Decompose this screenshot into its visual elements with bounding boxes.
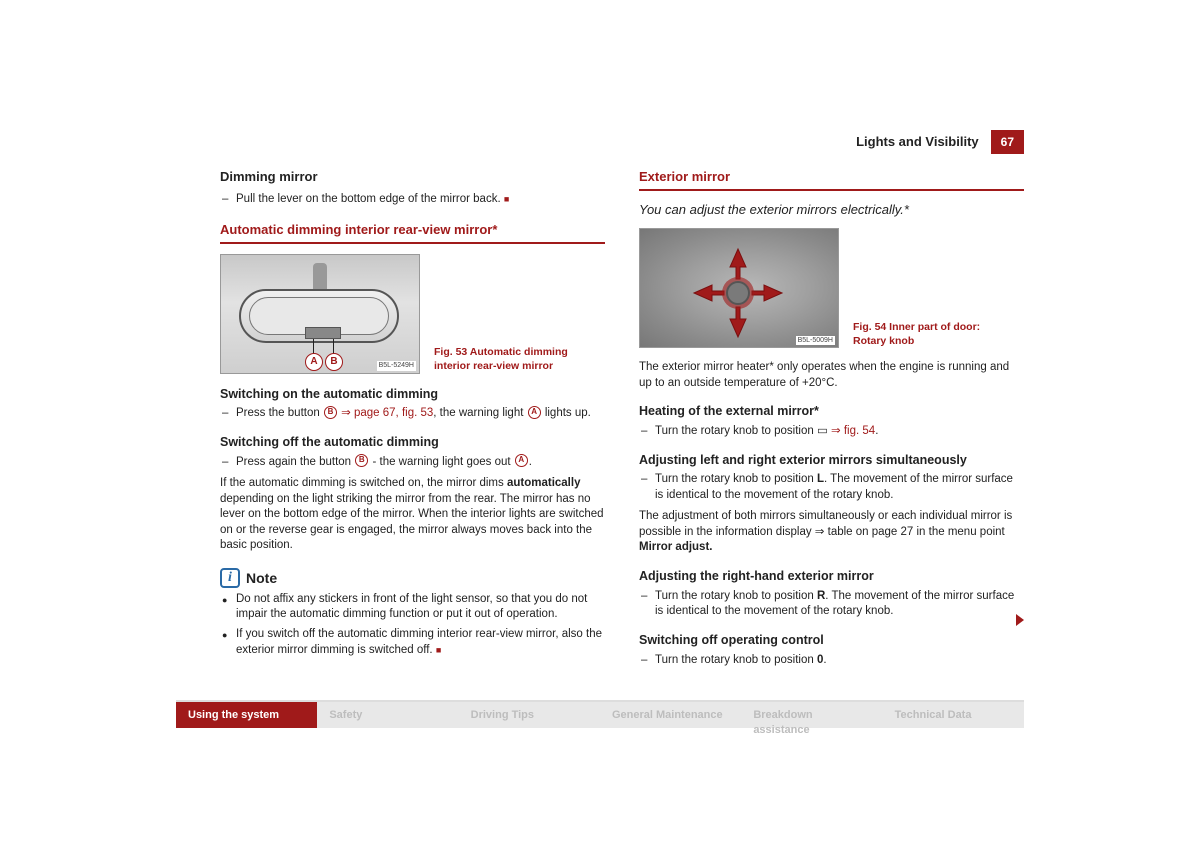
both-paragraph: The adjustment of both mirrors simultane… bbox=[639, 509, 1024, 556]
off-item: Turn the rotary knob to position 0. bbox=[639, 653, 1024, 669]
heating-list: Turn the rotary knob to position ▭ ⇒ fig… bbox=[639, 424, 1024, 440]
fig53-row: A B B5L-5249H Fig. 53 Automatic dimming … bbox=[220, 254, 605, 374]
fig54-illustration: B5L-5009H bbox=[639, 228, 839, 348]
note-header: i Note bbox=[220, 568, 605, 588]
tab-general-maintenance[interactable]: General Maintenance bbox=[600, 700, 741, 728]
switch-on-heading: Switching on the automatic dimming bbox=[220, 386, 605, 403]
switch-off-item: Press again the button B - the warning l… bbox=[220, 455, 605, 471]
note-list: Do not affix any stickers in front of th… bbox=[220, 592, 605, 658]
heating-heading: Heating of the external mirror* bbox=[639, 403, 1024, 420]
continue-indicator bbox=[1016, 614, 1024, 626]
rotary-knob bbox=[726, 281, 750, 305]
note-item-2: If you switch off the automatic dimming … bbox=[220, 627, 605, 658]
section-end-icon: ■ bbox=[504, 193, 509, 203]
tab-technical-data[interactable]: Technical Data bbox=[883, 700, 1024, 728]
both-item: Turn the rotary knob to position L. The … bbox=[639, 472, 1024, 503]
both-mirrors-heading: Adjusting left and right exterior mirror… bbox=[639, 452, 1024, 469]
tab-driving-tips[interactable]: Driving Tips bbox=[459, 700, 600, 728]
fig54-row: B5L-5009H Fig. 54 Inner part of door: Ro… bbox=[639, 228, 1024, 348]
ref-b-icon: B bbox=[324, 406, 337, 419]
right-column: Exterior mirror You can adjust the exter… bbox=[639, 168, 1024, 672]
right-mirror-heading: Adjusting the right-hand exterior mirror bbox=[639, 568, 1024, 585]
right-item: Turn the rotary knob to position R. The … bbox=[639, 589, 1024, 620]
left-column: Dimming mirror Pull the lever on the bot… bbox=[220, 168, 605, 672]
page-ref-link[interactable]: ⇒ page 67, fig. 53 bbox=[338, 407, 433, 419]
heat-icon: ▭ bbox=[817, 425, 828, 437]
ref-b-icon: B bbox=[355, 454, 368, 467]
auto-dimming-heading: Automatic dimming interior rear-view mir… bbox=[220, 221, 605, 244]
switch-off-heading: Switching off the automatic dimming bbox=[220, 434, 605, 451]
dimming-list: Pull the lever on the bottom edge of the… bbox=[220, 192, 605, 208]
tab-using-system[interactable]: Using the system bbox=[176, 700, 317, 728]
heater-paragraph: The exterior mirror heater* only operate… bbox=[639, 360, 1024, 391]
dimming-mirror-heading: Dimming mirror bbox=[220, 168, 605, 186]
fig53-caption: Fig. 53 Automatic dimming interior rear-… bbox=[434, 345, 594, 373]
tab-breakdown-assistance[interactable]: Breakdown assistance bbox=[741, 700, 882, 728]
section-title: Lights and Visibility bbox=[856, 133, 979, 151]
switch-on-item: Press the button B ⇒ page 67, fig. 53, t… bbox=[220, 406, 605, 422]
triangle-right-icon bbox=[1016, 614, 1024, 626]
page-header: Lights and Visibility 67 bbox=[856, 130, 1024, 154]
ref-a-icon: A bbox=[515, 454, 528, 467]
right-list: Turn the rotary knob to position R. The … bbox=[639, 589, 1024, 620]
switch-on-list: Press the button B ⇒ page 67, fig. 53, t… bbox=[220, 406, 605, 422]
callout-a: A bbox=[305, 353, 323, 371]
note-item-1: Do not affix any stickers in front of th… bbox=[220, 592, 605, 623]
fig53-illustration: A B B5L-5249H bbox=[220, 254, 420, 374]
exterior-subtitle: You can adjust the exterior mirrors elec… bbox=[639, 201, 1024, 219]
switch-off-list: Press again the button B - the warning l… bbox=[220, 455, 605, 471]
switch-off-control-heading: Switching off operating control bbox=[639, 632, 1024, 649]
heating-item: Turn the rotary knob to position ▭ ⇒ fig… bbox=[639, 424, 1024, 440]
footer-tabs: Using the system Safety Driving Tips Gen… bbox=[176, 700, 1024, 728]
callout-b: B bbox=[325, 353, 343, 371]
ref-a-icon: A bbox=[528, 406, 541, 419]
fig54-ref-link[interactable]: ⇒ fig. 54 bbox=[828, 425, 875, 437]
mirror-stem bbox=[313, 263, 327, 291]
dimming-item: Pull the lever on the bottom edge of the… bbox=[220, 192, 605, 208]
mirror-buttons bbox=[305, 327, 341, 339]
off-list: Turn the rotary knob to position 0. bbox=[639, 653, 1024, 669]
info-icon: i bbox=[220, 568, 240, 588]
auto-dim-paragraph: If the automatic dimming is switched on,… bbox=[220, 476, 605, 554]
fig53-code: B5L-5249H bbox=[377, 361, 416, 370]
both-list: Turn the rotary knob to position L. The … bbox=[639, 472, 1024, 503]
fig54-code: B5L-5009H bbox=[796, 336, 835, 345]
content-columns: Dimming mirror Pull the lever on the bot… bbox=[220, 168, 1024, 672]
section-end-icon: ■ bbox=[436, 644, 441, 654]
page-number-badge: 67 bbox=[991, 130, 1024, 154]
note-title: Note bbox=[246, 569, 277, 588]
exterior-mirror-heading: Exterior mirror bbox=[639, 168, 1024, 191]
tab-safety[interactable]: Safety bbox=[317, 700, 458, 728]
fig54-caption: Fig. 54 Inner part of door: Rotary knob bbox=[853, 320, 1013, 348]
